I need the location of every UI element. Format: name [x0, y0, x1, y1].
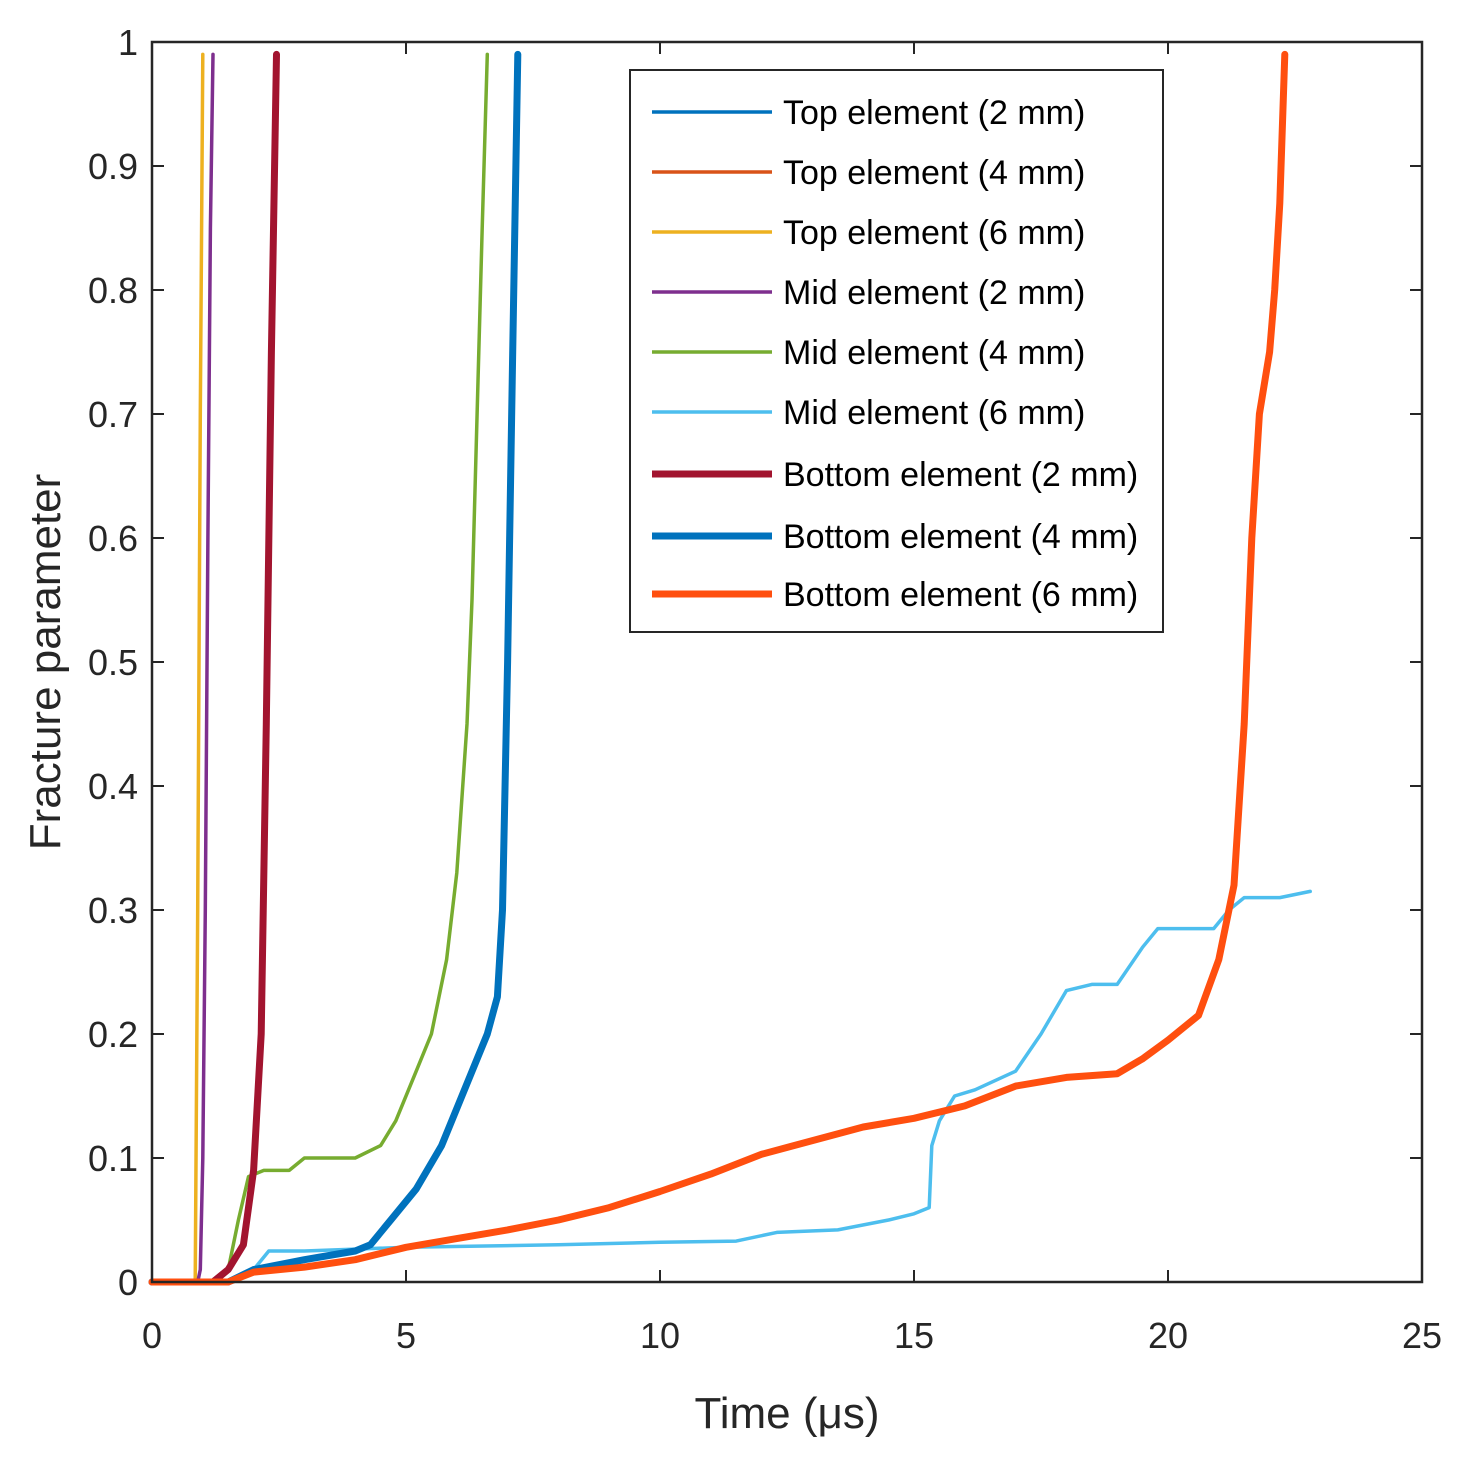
y-tick-label-8: 0.8	[88, 270, 138, 311]
y-tick-label-1: 0.1	[88, 1138, 138, 1179]
legend-entry-3: Mid element (2 mm)	[652, 274, 1085, 312]
y-tick-label-10: 1	[118, 22, 138, 63]
x-axis-title: Time (μs)	[694, 1389, 879, 1438]
legend-entry-4: Mid element (4 mm)	[652, 334, 1085, 372]
y-axis-title: Fracture parameter	[21, 474, 70, 851]
y-tick-label-2: 0.2	[88, 1014, 138, 1055]
y-tick-label-0: 0	[118, 1262, 138, 1303]
y-tick-label-6: 0.6	[88, 518, 138, 559]
legend-label-6: Bottom element (2 mm)	[783, 456, 1138, 494]
legend-items: Top element (2 mm) Top element (4 mm) Top …	[652, 94, 1138, 614]
legend: Top element (2 mm) Top element (4 mm) Top …	[629, 69, 1164, 633]
tick-label-layer: 0 5 10 15 20 25 0 0.1 0.2 0.3 0.4 0.5 0.6 0.7 0.8 0.9 1	[88, 22, 1442, 1356]
y-tick-label-5: 0.5	[88, 642, 138, 683]
legend-label-8: Bottom element (6 mm)	[783, 576, 1138, 614]
y-tick-label-4: 0.4	[88, 766, 138, 807]
legend-label-0: Top element (2 mm)	[783, 94, 1085, 132]
ticks-layer	[151, 41, 1423, 1283]
x-tick-label-4: 20	[1148, 1315, 1188, 1356]
series-line-4	[150, 52, 490, 1284]
legend-label-5: Mid element (6 mm)	[783, 394, 1085, 432]
legend-label-1: Top element (4 mm)	[783, 154, 1085, 192]
x-tick-label-5: 25	[1402, 1315, 1442, 1356]
x-tick-label-0: 0	[142, 1315, 162, 1356]
x-tick-label-1: 5	[396, 1315, 416, 1356]
series-line-6	[148, 50, 280, 1286]
legend-entry-8: Bottom element (6 mm)	[652, 576, 1138, 614]
y-tick-label-7: 0.7	[88, 394, 138, 435]
legend-entry-6: Bottom element (2 mm)	[652, 456, 1138, 494]
legend-label-7: Bottom element (4 mm)	[783, 518, 1138, 556]
series-line-8	[148, 50, 1289, 1286]
legend-entry-5: Mid element (6 mm)	[652, 394, 1085, 432]
legend-entry-1: Top element (4 mm)	[652, 154, 1085, 192]
y-tick-label-3: 0.3	[88, 890, 138, 931]
x-tick-label-2: 10	[640, 1315, 680, 1356]
legend-entry-2: Top element (6 mm)	[652, 214, 1085, 252]
series-line-7	[148, 50, 522, 1286]
legend-label-4: Mid element (4 mm)	[783, 334, 1085, 372]
legend-label-3: Mid element (2 mm)	[783, 274, 1085, 312]
legend-entry-0: Top element (2 mm)	[652, 94, 1085, 132]
series-layer	[148, 50, 1312, 1286]
legend-label-2: Top element (6 mm)	[783, 214, 1085, 252]
x-tick-label-3: 15	[894, 1315, 934, 1356]
y-tick-label-9: 0.9	[88, 146, 138, 187]
legend-entry-7: Bottom element (4 mm)	[652, 518, 1138, 556]
